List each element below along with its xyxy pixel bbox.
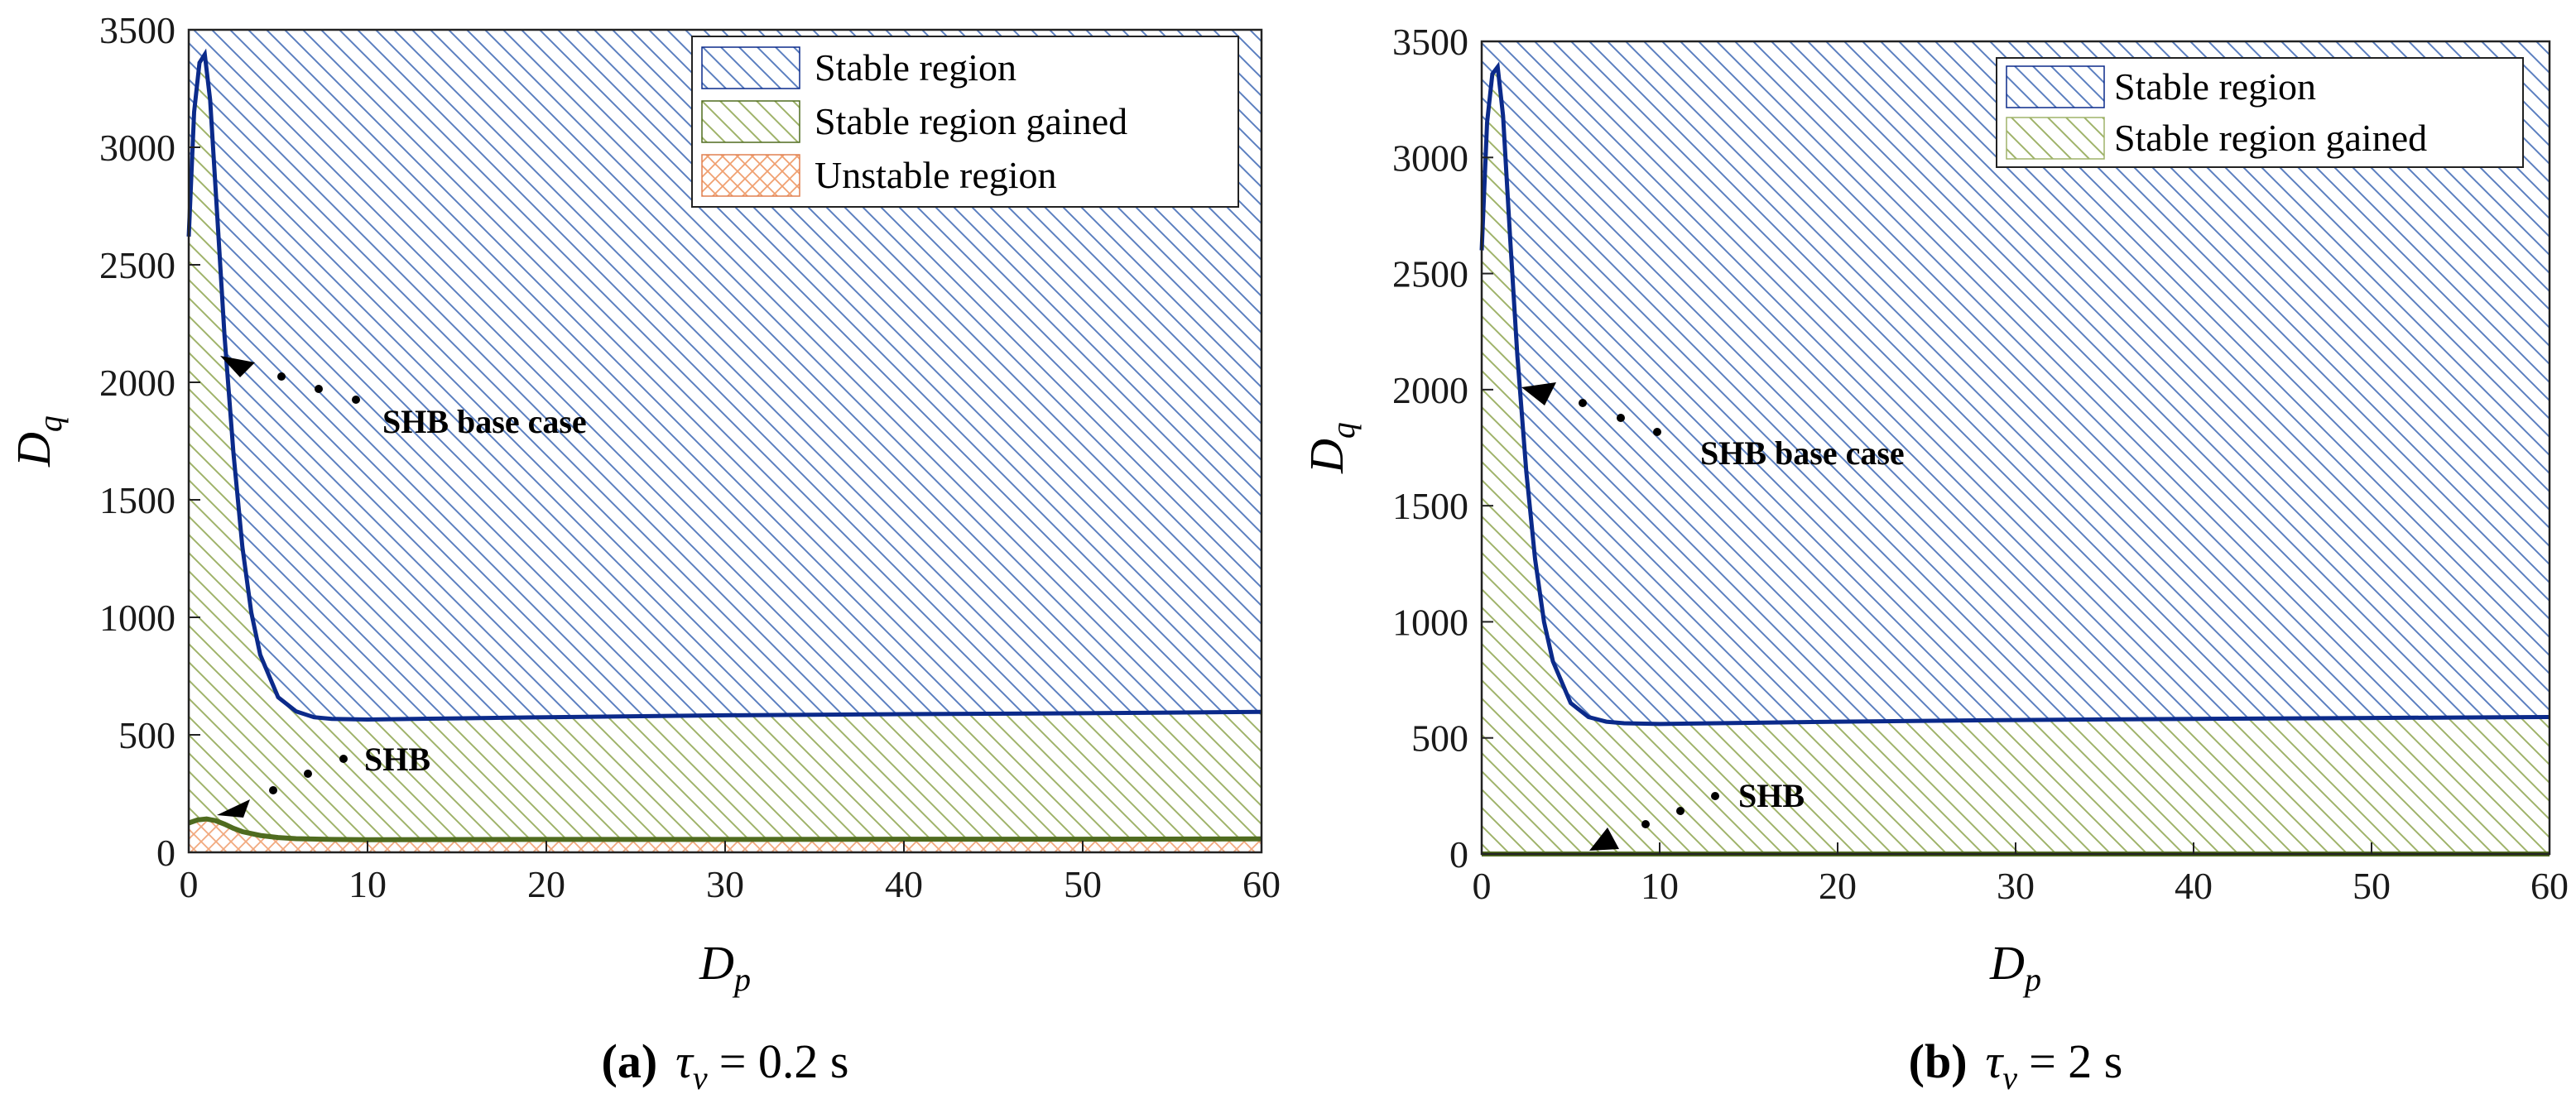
legend-label-stable-b: Stable region bbox=[2114, 65, 2316, 108]
legend-a: Stable region Stable region gained Unsta… bbox=[691, 36, 1239, 208]
y-tick-label: 2500 bbox=[1392, 253, 1468, 295]
legend-swatch-stable-a bbox=[701, 46, 800, 89]
y-tick-label: 3000 bbox=[1392, 137, 1468, 179]
y-tick-label: 0 bbox=[1449, 833, 1468, 876]
unstable-region-area-a bbox=[189, 818, 1262, 852]
x-tick-label: 30 bbox=[1997, 865, 2035, 907]
x-tick-label: 0 bbox=[180, 863, 199, 905]
y-tick-label: 2500 bbox=[99, 244, 175, 286]
y-tick-label: 1000 bbox=[99, 597, 175, 639]
stable-region-area-b bbox=[1482, 41, 2550, 724]
annotation-shb-base-case-b: SHB base case bbox=[1521, 382, 1905, 472]
arrowhead-a1 bbox=[220, 356, 255, 377]
y-tick-label: 500 bbox=[1411, 717, 1468, 760]
y-tick-label: 1500 bbox=[99, 479, 175, 521]
y-tick-label: 500 bbox=[118, 714, 175, 756]
y-tick-label: 3000 bbox=[99, 127, 175, 169]
y-tick-label: 3500 bbox=[99, 9, 175, 51]
stable-region-gained-area-a bbox=[189, 54, 1262, 840]
x-tick-label: 50 bbox=[1064, 863, 1102, 905]
annotation-text-shb-b: SHB bbox=[1738, 777, 1805, 814]
panel-a: 0 10 20 30 40 50 60 0 500 1000 1500 2000 2500 3000 350… bbox=[7, 9, 1281, 1096]
x-tick-label: 30 bbox=[706, 863, 744, 905]
x-axis-label-a: Dp bbox=[699, 936, 751, 998]
shb-line-a bbox=[188, 816, 1262, 842]
legend-label-gained-a: Stable region gained bbox=[815, 100, 1127, 142]
y-tick-label: 1000 bbox=[1392, 601, 1468, 643]
x-axis-label-b: Dp bbox=[1989, 936, 2041, 998]
x-tick-label: 0 bbox=[1473, 865, 1492, 907]
stable-region-gained-area-b bbox=[1482, 66, 2550, 854]
y-tick-label: 1500 bbox=[1392, 485, 1468, 527]
y-axis-label-b: Dq bbox=[1300, 422, 1362, 474]
x-tick-label: 20 bbox=[527, 863, 565, 905]
annotation-shb-base-case-a: SHB base case bbox=[220, 356, 587, 440]
x-tick-label: 40 bbox=[885, 863, 923, 905]
x-tick-label: 10 bbox=[348, 863, 387, 905]
x-tick-label: 60 bbox=[1242, 863, 1281, 905]
x-tick-label: 20 bbox=[1819, 865, 1857, 907]
x-tick-label: 50 bbox=[2353, 865, 2391, 907]
y-axis-label-a: Dq bbox=[7, 415, 69, 468]
shb-base-case-line-b bbox=[1479, 61, 2550, 727]
caption-b: (b) τv = 2 s bbox=[1909, 1034, 2123, 1096]
legend-swatch-unstable-a bbox=[701, 154, 800, 197]
legend-label-unstable-a: Unstable region bbox=[815, 154, 1057, 196]
y-tick-label: 0 bbox=[156, 832, 175, 874]
annotation-shb-a: SHB bbox=[217, 741, 430, 818]
arrowhead-a2 bbox=[217, 799, 250, 818]
annotation-text-shb-a: SHB bbox=[364, 741, 430, 778]
y-tick-label: 3500 bbox=[1392, 21, 1468, 63]
shb-base-case-line-a bbox=[186, 48, 1262, 722]
ticks-b: 0 10 20 30 40 50 60 0 500 1000 1500 2000 2500 3000 350… bbox=[1392, 21, 2569, 907]
legend-b: Stable region Stable region gained bbox=[1996, 57, 2524, 168]
x-tick-label: 60 bbox=[2530, 865, 2569, 907]
legend-swatch-gained-a bbox=[701, 100, 800, 143]
legend-swatch-stable-b bbox=[2006, 65, 2105, 108]
x-tick-label: 10 bbox=[1641, 865, 1679, 907]
ticks-a: 0 10 20 30 40 50 60 0 500 1000 1500 2000 2500 3000 350… bbox=[99, 9, 1281, 905]
y-tick-label: 2000 bbox=[99, 362, 175, 404]
legend-label-stable-a: Stable region bbox=[815, 46, 1016, 89]
annotation-text-base-case-b: SHB base case bbox=[1700, 434, 1905, 472]
caption-a: (a) τv = 0.2 s bbox=[602, 1034, 849, 1096]
arrowhead-b2 bbox=[1589, 828, 1619, 851]
annotation-text-base-case-a: SHB base case bbox=[382, 403, 587, 440]
legend-swatch-gained-b bbox=[2006, 117, 2105, 160]
x-tick-label: 40 bbox=[2175, 865, 2213, 907]
annotation-shb-b: SHB bbox=[1589, 777, 1805, 851]
arrowhead-b1 bbox=[1521, 382, 1556, 405]
legend-label-gained-b: Stable region gained bbox=[2114, 117, 2427, 159]
panel-b: 0 10 20 30 40 50 60 0 500 1000 1500 2000 2500 3000 350… bbox=[1300, 21, 2569, 1096]
y-tick-label: 2000 bbox=[1392, 369, 1468, 411]
